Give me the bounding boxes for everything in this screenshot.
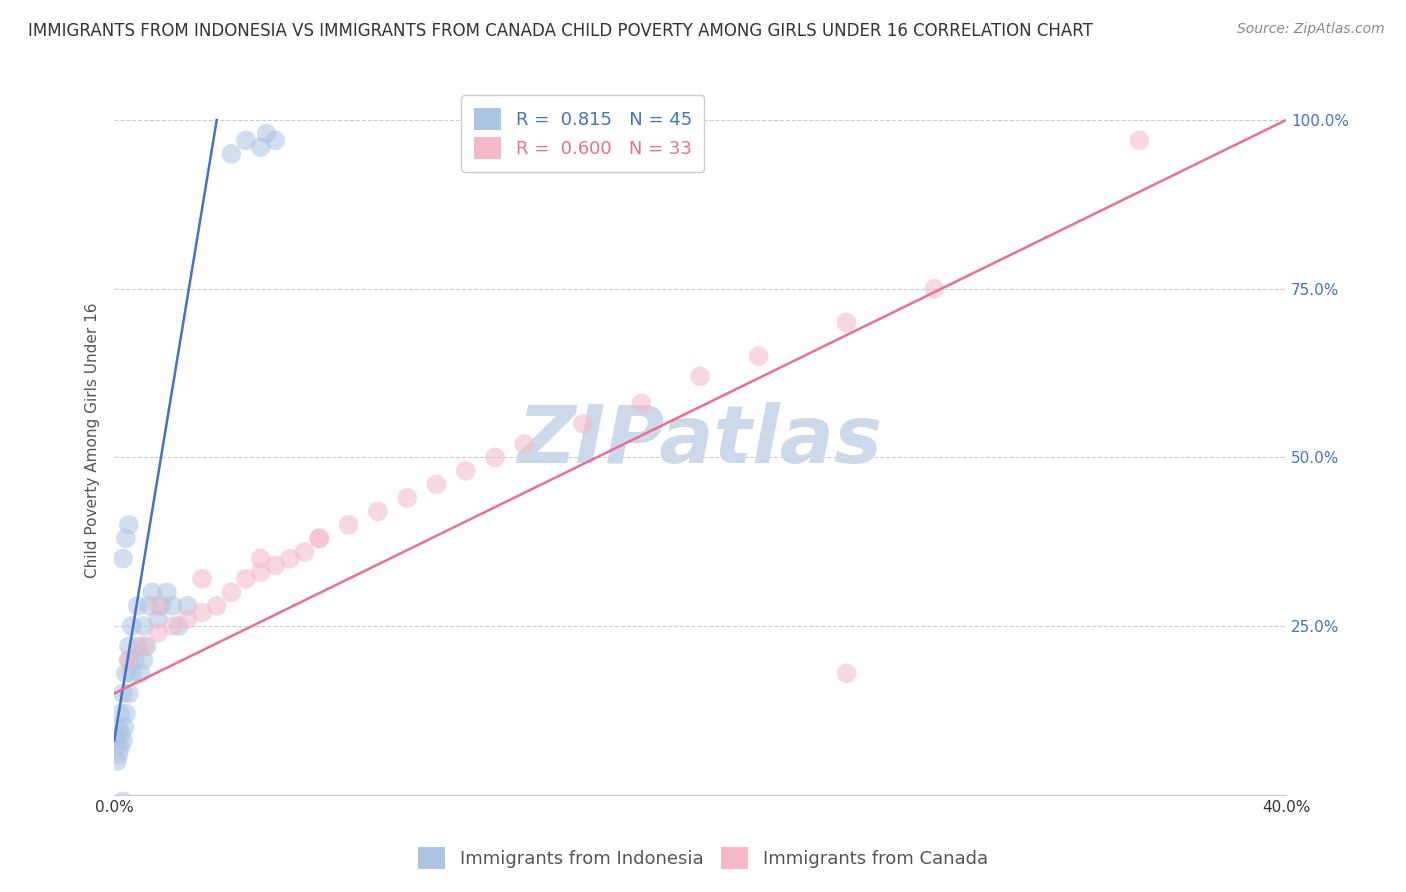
Point bbox=[256, 127, 278, 141]
Point bbox=[121, 619, 143, 633]
Point bbox=[118, 517, 141, 532]
Point bbox=[235, 133, 257, 147]
Point bbox=[108, 740, 131, 755]
Point bbox=[146, 625, 169, 640]
Point bbox=[118, 653, 141, 667]
Point bbox=[162, 619, 184, 633]
Point bbox=[205, 599, 228, 613]
Text: IMMIGRANTS FROM INDONESIA VS IMMIGRANTS FROM CANADA CHILD POVERTY AMONG GIRLS UN: IMMIGRANTS FROM INDONESIA VS IMMIGRANTS … bbox=[28, 22, 1092, 40]
Point bbox=[118, 653, 141, 667]
Point bbox=[294, 545, 316, 559]
Point bbox=[367, 504, 389, 518]
Point bbox=[110, 727, 132, 741]
Text: ZIPatlas: ZIPatlas bbox=[517, 401, 883, 480]
Point bbox=[425, 477, 447, 491]
Point bbox=[115, 666, 138, 681]
Point bbox=[513, 437, 536, 451]
Point bbox=[108, 801, 131, 815]
Point bbox=[235, 572, 257, 586]
Point bbox=[1128, 133, 1150, 147]
Point bbox=[107, 747, 129, 762]
Point bbox=[689, 369, 711, 384]
Point bbox=[572, 417, 595, 431]
Point bbox=[221, 146, 243, 161]
Point bbox=[105, 754, 128, 768]
Point bbox=[132, 653, 155, 667]
Point bbox=[150, 599, 173, 613]
Point bbox=[337, 517, 360, 532]
Point bbox=[308, 532, 330, 546]
Point bbox=[249, 551, 271, 566]
Point bbox=[308, 532, 330, 546]
Point bbox=[115, 706, 138, 721]
Point bbox=[114, 720, 136, 734]
Point bbox=[924, 282, 946, 296]
Point bbox=[141, 585, 163, 599]
Point bbox=[138, 599, 160, 613]
Point bbox=[162, 599, 184, 613]
Point bbox=[111, 794, 134, 808]
Point bbox=[105, 733, 128, 747]
Point bbox=[127, 599, 149, 613]
Point bbox=[630, 396, 652, 410]
Point bbox=[135, 640, 157, 654]
Point bbox=[396, 491, 419, 505]
Point bbox=[124, 801, 146, 815]
Point bbox=[107, 720, 129, 734]
Y-axis label: Child Poverty Among Girls Under 16: Child Poverty Among Girls Under 16 bbox=[86, 302, 100, 578]
Point bbox=[249, 140, 271, 154]
Point bbox=[129, 666, 152, 681]
Point bbox=[484, 450, 506, 465]
Point bbox=[108, 808, 131, 822]
Point bbox=[108, 706, 131, 721]
Point bbox=[176, 599, 198, 613]
Point bbox=[115, 532, 138, 546]
Point bbox=[118, 640, 141, 654]
Point bbox=[835, 666, 858, 681]
Point bbox=[146, 612, 169, 626]
Point bbox=[111, 733, 134, 747]
Point bbox=[146, 599, 169, 613]
Point bbox=[118, 814, 141, 829]
Point bbox=[121, 666, 143, 681]
Point bbox=[118, 686, 141, 700]
Legend: Immigrants from Indonesia, Immigrants from Canada: Immigrants from Indonesia, Immigrants fr… bbox=[409, 838, 997, 879]
Point bbox=[124, 653, 146, 667]
Point bbox=[278, 551, 301, 566]
Point bbox=[191, 572, 214, 586]
Point bbox=[176, 612, 198, 626]
Point bbox=[127, 640, 149, 654]
Point bbox=[132, 619, 155, 633]
Point bbox=[454, 464, 477, 478]
Text: Source: ZipAtlas.com: Source: ZipAtlas.com bbox=[1237, 22, 1385, 37]
Point bbox=[221, 585, 243, 599]
Point bbox=[111, 551, 134, 566]
Point bbox=[191, 606, 214, 620]
Point bbox=[264, 133, 287, 147]
Point bbox=[249, 565, 271, 579]
Point bbox=[748, 349, 770, 363]
Point bbox=[264, 558, 287, 573]
Point bbox=[835, 316, 858, 330]
Legend: R =  0.815   N = 45, R =  0.600   N = 33: R = 0.815 N = 45, R = 0.600 N = 33 bbox=[461, 95, 704, 172]
Point bbox=[156, 585, 179, 599]
Point bbox=[132, 640, 155, 654]
Point bbox=[167, 619, 190, 633]
Point bbox=[111, 686, 134, 700]
